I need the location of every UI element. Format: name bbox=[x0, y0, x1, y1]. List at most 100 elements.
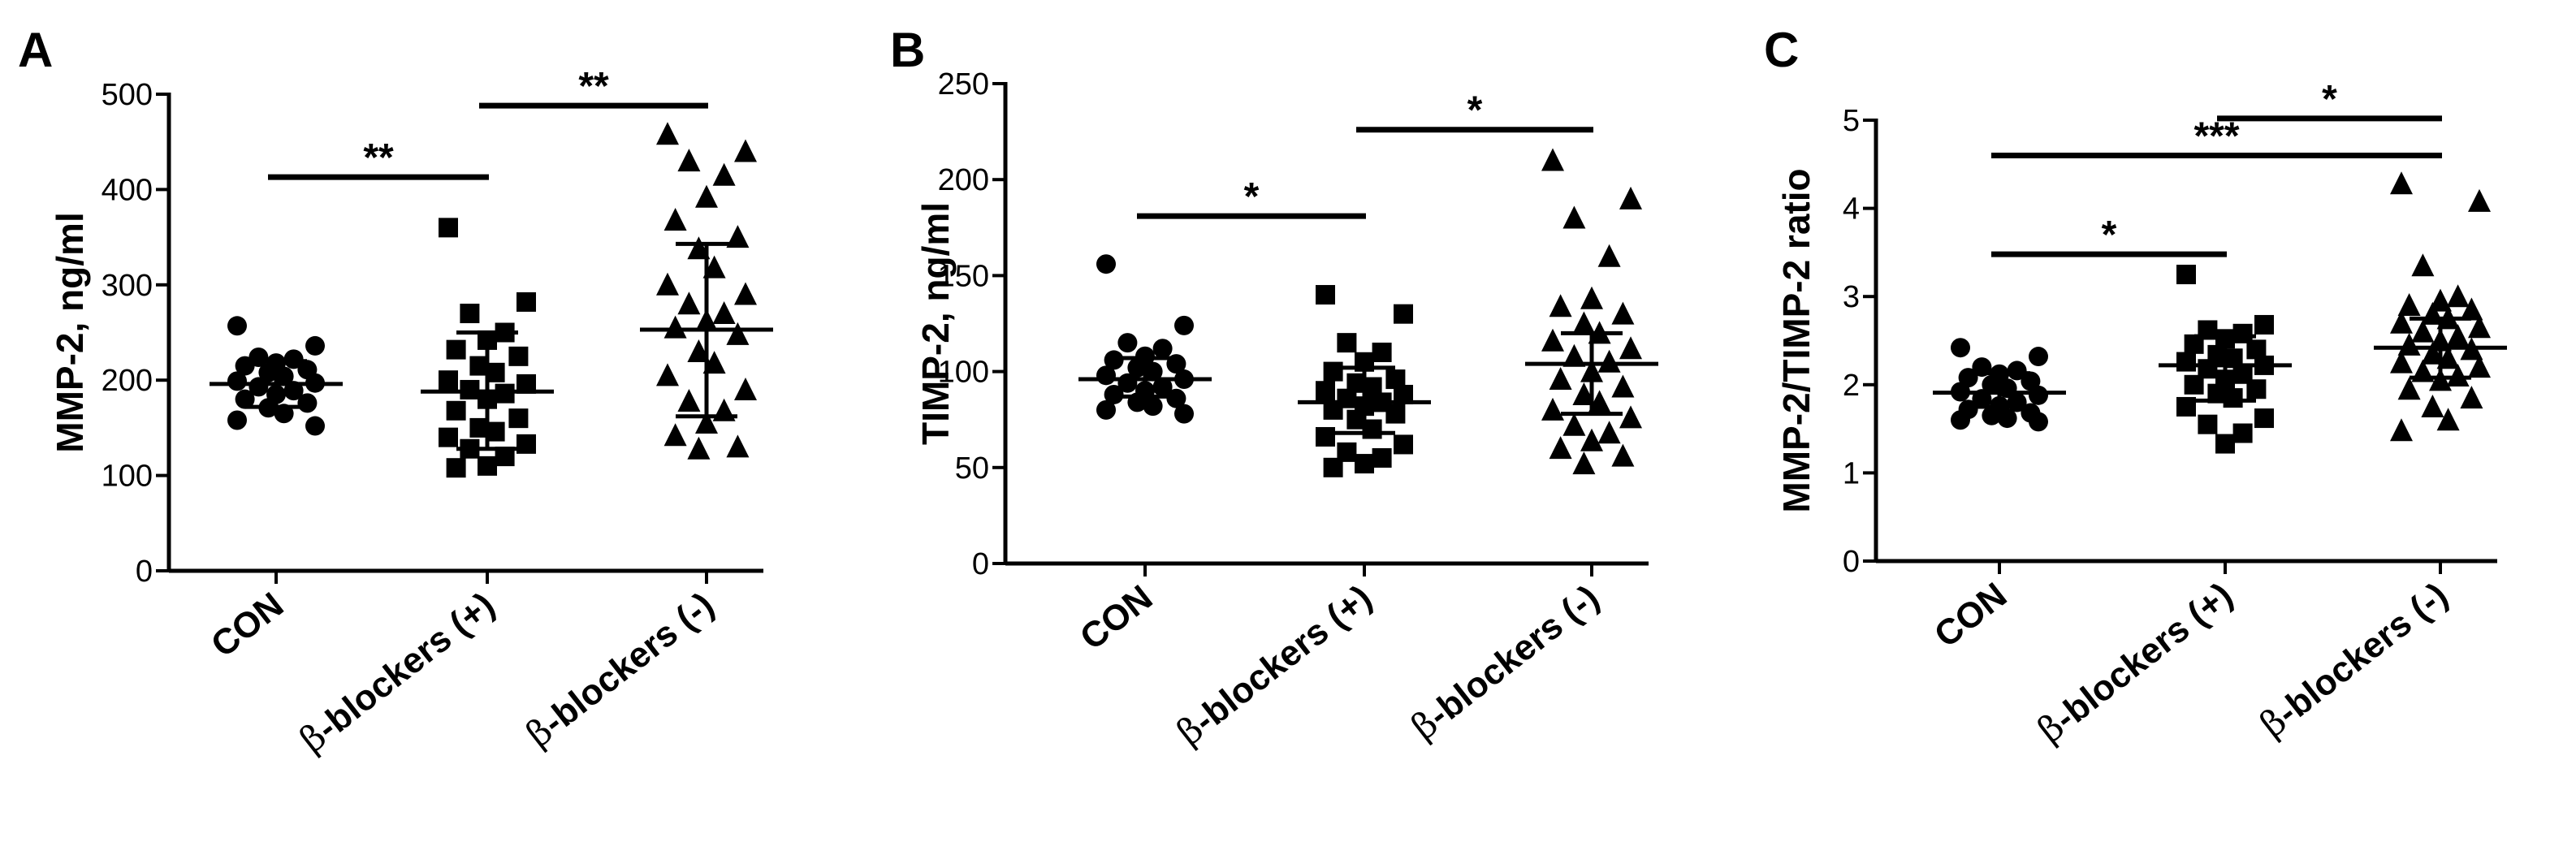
data-point bbox=[687, 236, 711, 260]
data-point bbox=[2176, 352, 2196, 372]
data-point bbox=[663, 423, 687, 447]
data-point bbox=[305, 335, 325, 356]
data-point bbox=[1117, 333, 1138, 353]
data-point bbox=[1104, 350, 1124, 370]
data-point bbox=[2390, 350, 2413, 374]
y-tick-label: 500 bbox=[102, 78, 153, 112]
data-point bbox=[734, 377, 757, 400]
data-point bbox=[1549, 436, 1572, 460]
data-point bbox=[1549, 367, 1572, 391]
data-point bbox=[734, 139, 757, 162]
data-point bbox=[1096, 365, 1116, 386]
data-point bbox=[1337, 333, 1357, 353]
data-point bbox=[2029, 385, 2048, 405]
x-category-label: β-blockers (-) bbox=[519, 584, 722, 755]
data-point bbox=[297, 393, 318, 413]
data-point bbox=[1174, 404, 1194, 424]
data-point bbox=[1394, 434, 1413, 455]
y-tick-label: 1 bbox=[1843, 456, 1860, 490]
data-point bbox=[1588, 390, 1611, 413]
data-point bbox=[227, 410, 247, 430]
data-point bbox=[439, 427, 458, 447]
significance-label: *** bbox=[2193, 114, 2239, 158]
data-point bbox=[1619, 405, 1642, 429]
data-point bbox=[508, 346, 529, 366]
data-point bbox=[1597, 349, 1621, 373]
y-axis-label: MMP-2, ng/ml bbox=[49, 212, 91, 452]
data-point bbox=[1997, 408, 2017, 429]
data-point bbox=[702, 351, 726, 374]
data-point bbox=[2446, 324, 2470, 348]
data-point bbox=[1597, 244, 1621, 267]
data-point bbox=[1982, 405, 2002, 425]
significance-label: ** bbox=[578, 65, 609, 108]
data-point bbox=[1143, 396, 1163, 417]
data-point bbox=[1619, 336, 1642, 360]
data-point bbox=[1562, 205, 1586, 229]
data-point bbox=[656, 272, 679, 296]
y-axis-label: TIMP-2, ng/ml bbox=[914, 202, 957, 445]
data-point bbox=[2397, 293, 2421, 317]
significance-label: * bbox=[2102, 214, 2117, 257]
data-point bbox=[2198, 414, 2218, 434]
data-point bbox=[516, 291, 536, 312]
data-point bbox=[663, 315, 687, 339]
data-point bbox=[1316, 285, 1335, 305]
data-point bbox=[2176, 265, 2196, 285]
data-point bbox=[1572, 311, 1596, 335]
data-point bbox=[2390, 310, 2413, 334]
y-tick-label: 100 bbox=[102, 460, 153, 494]
significance-label: * bbox=[1467, 89, 1483, 132]
data-point bbox=[2468, 355, 2491, 378]
y-tick-label: 0 bbox=[1843, 545, 1860, 579]
data-point bbox=[1152, 339, 1173, 359]
data-point bbox=[305, 416, 325, 436]
data-point bbox=[1323, 457, 1343, 477]
significance-label: * bbox=[2322, 78, 2337, 121]
data-point bbox=[726, 434, 750, 458]
data-point bbox=[258, 362, 279, 382]
data-point bbox=[2460, 386, 2483, 409]
data-point bbox=[734, 282, 757, 305]
data-point bbox=[2421, 394, 2444, 417]
data-point bbox=[1619, 186, 1642, 209]
data-point bbox=[2429, 288, 2452, 312]
data-point bbox=[1372, 447, 1392, 468]
data-point bbox=[2254, 314, 2274, 335]
data-point bbox=[2468, 315, 2491, 339]
data-point bbox=[687, 339, 711, 362]
data-point bbox=[1541, 328, 1564, 352]
data-point bbox=[1611, 374, 1635, 398]
data-point bbox=[1562, 343, 1586, 367]
data-point bbox=[1572, 382, 1596, 405]
category-text: CON bbox=[1927, 575, 2014, 655]
data-point bbox=[227, 371, 247, 391]
category-text: -blockers (-) bbox=[536, 585, 722, 742]
data-point bbox=[2390, 418, 2413, 442]
y-tick-label: 0 bbox=[972, 547, 989, 581]
data-point bbox=[446, 400, 466, 421]
data-point bbox=[1580, 428, 1603, 451]
data-point bbox=[1096, 254, 1116, 274]
y-tick-label: 5 bbox=[1843, 104, 1860, 138]
data-point bbox=[1597, 421, 1621, 444]
data-point bbox=[726, 322, 750, 345]
data-point bbox=[516, 434, 536, 454]
y-axis-label: MMP-2/TIMP-2 ratio bbox=[1775, 168, 1817, 512]
data-point bbox=[2184, 374, 2204, 395]
x-category-label: CON bbox=[1927, 575, 2014, 655]
data-point bbox=[2246, 379, 2267, 399]
data-point bbox=[712, 301, 736, 325]
data-point bbox=[274, 366, 294, 386]
data-point bbox=[1152, 377, 1173, 397]
category-text: CON bbox=[204, 585, 291, 665]
data-point bbox=[677, 389, 701, 412]
data-point bbox=[2232, 423, 2253, 443]
y-tick-label: 200 bbox=[102, 364, 153, 398]
data-point bbox=[663, 207, 687, 231]
data-point bbox=[1316, 381, 1335, 401]
data-point bbox=[1143, 361, 1163, 382]
